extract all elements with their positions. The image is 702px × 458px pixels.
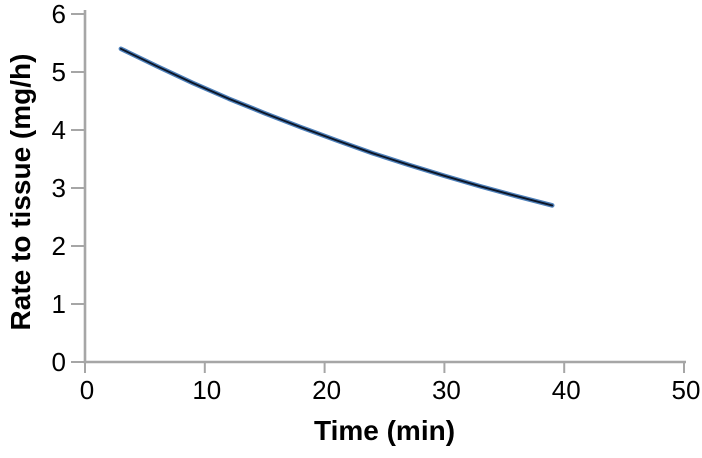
- y-tick-label: 5: [52, 57, 66, 87]
- y-tick-label: 2: [52, 231, 66, 261]
- x-tick-label: 0: [80, 375, 94, 405]
- y-tick-label: 3: [52, 173, 66, 203]
- x-tick-label: 10: [192, 375, 221, 405]
- y-tick-label: 1: [52, 289, 66, 319]
- x-tick-label: 20: [312, 375, 341, 405]
- data-series-line-inner: [119, 47, 554, 207]
- x-tick-label: 40: [552, 375, 581, 405]
- y-tick-label: 4: [52, 115, 66, 145]
- y-axis-title: Rate to tissue (mg/h): [5, 53, 36, 331]
- x-axis-title: Time (min): [313, 415, 456, 446]
- y-tick-label: 0: [52, 347, 66, 377]
- y-tick-label: 6: [52, 0, 66, 29]
- x-tick-label: 30: [432, 375, 461, 405]
- data-series-line-outer: [118, 46, 555, 208]
- x-tick-label: 50: [672, 375, 701, 405]
